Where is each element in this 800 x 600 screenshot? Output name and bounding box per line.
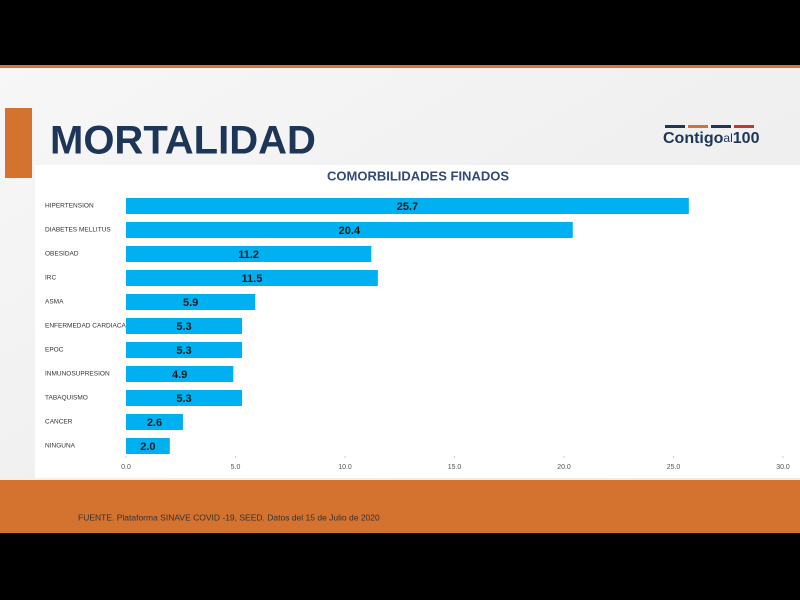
logo-stripe [734, 125, 754, 128]
logo: Contigoal100 [663, 125, 760, 147]
logo-part: al [723, 131, 732, 145]
x-tick-label: 10.0 [338, 464, 352, 471]
value-label: 11.2 [238, 249, 259, 261]
y-tick-label: EPOC [45, 347, 64, 354]
bar [126, 342, 243, 358]
y-tick-label: IRC [45, 275, 57, 282]
value-label: 11.5 [242, 273, 263, 285]
x-tick-label: 5.0 [231, 464, 241, 471]
value-label: 20.4 [339, 225, 361, 237]
value-label: 4.9 [172, 369, 187, 381]
logo-part: Contigo [663, 130, 724, 147]
letterbox-bottom [0, 533, 800, 600]
bar [126, 270, 378, 286]
x-tick-label: 0.0 [121, 464, 131, 471]
value-label: 5.9 [183, 297, 198, 309]
source-note: FUENTE. Plataforma SINAVE COVID -19, SEE… [78, 512, 380, 522]
logo-stripe [665, 125, 685, 128]
bar [126, 246, 372, 262]
bar [126, 414, 183, 430]
value-label: 2.6 [147, 417, 162, 429]
bar [126, 294, 256, 310]
logo-part: 100 [733, 130, 760, 147]
y-tick-label: ASMA [45, 299, 64, 306]
logo-text: Contigoal100 [663, 130, 760, 147]
y-tick-label: OBESIDAD [45, 251, 79, 258]
bar [126, 366, 234, 382]
accent-block [5, 108, 32, 178]
letterbox-top [0, 0, 800, 65]
chart-title: COMORBILIDADES FINADOS [327, 168, 509, 183]
bar [126, 198, 689, 214]
bar [126, 438, 170, 454]
value-label: 5.3 [176, 393, 191, 405]
bar [126, 222, 573, 238]
value-label: 5.3 [176, 321, 191, 333]
slide-title: MORTALIDAD [50, 119, 316, 163]
y-tick-label: CANCER [45, 419, 73, 426]
value-label: 5.3 [176, 345, 191, 357]
bar [126, 390, 243, 406]
y-tick-label: DIABETES MELLITUS [45, 227, 111, 234]
bar [126, 318, 243, 334]
x-tick-label: 30.0 [776, 464, 790, 471]
logo-stripe [688, 125, 708, 128]
y-tick-label: NINGUNA [45, 443, 76, 450]
y-tick-label: HIPERTENSION [45, 203, 94, 210]
y-tick-label: ENFERMEDAD CARDIACA [45, 323, 127, 330]
x-tick-label: 15.0 [448, 464, 462, 471]
value-label: 2.0 [140, 441, 155, 453]
x-tick-label: 25.0 [667, 464, 681, 471]
top-rule [0, 65, 800, 68]
y-tick-label: TABAQUISMO [45, 395, 88, 402]
footer-band [0, 480, 800, 533]
x-tick-label: 20.0 [557, 464, 571, 471]
plot: 0.0 5.0 10.0 15.0 20.0 25.0 30.0 HIPERTENSION 25… [45, 198, 790, 471]
logo-stripe [711, 125, 731, 128]
value-label: 25.7 [397, 201, 418, 213]
y-tick-label: INMUNOSUPRESION [45, 371, 110, 378]
